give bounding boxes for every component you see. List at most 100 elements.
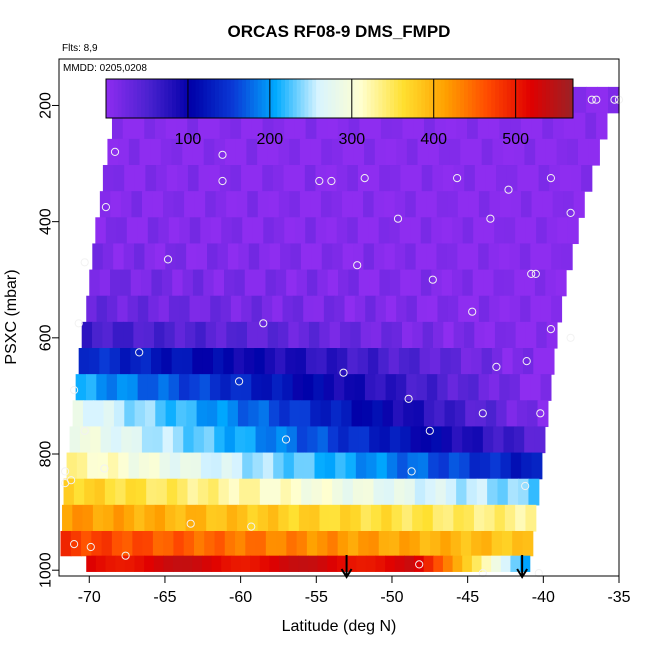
heatmap-cell xyxy=(306,530,318,557)
heatmap-cell xyxy=(378,217,390,245)
heatmap-cell xyxy=(251,374,263,401)
heatmap-cell xyxy=(465,400,477,428)
heatmap-cell xyxy=(363,243,375,271)
heatmap-cell xyxy=(126,217,138,245)
heatmap-cell xyxy=(419,530,431,557)
sample-point xyxy=(61,467,70,476)
heatmap-cell xyxy=(159,452,171,480)
heatmap-cell xyxy=(279,400,291,428)
heatmap-cell xyxy=(338,426,350,454)
heatmap-cell xyxy=(95,217,107,245)
heatmap-cell xyxy=(137,217,149,245)
heatmap-cell xyxy=(284,217,296,245)
heatmap-cell xyxy=(521,191,533,218)
heatmap-cell xyxy=(394,555,405,572)
colorbar-segment xyxy=(121,79,126,118)
heatmap-cell xyxy=(208,478,220,506)
heatmap-cell xyxy=(184,191,196,218)
heatmap-cell xyxy=(257,191,269,218)
heatmap-cell xyxy=(190,452,202,480)
heatmap-cell xyxy=(171,348,183,375)
heatmap-cell xyxy=(122,530,133,557)
heatmap-cell xyxy=(419,348,431,375)
heatmap-cell xyxy=(438,452,450,480)
colorbar-segment xyxy=(464,79,469,118)
heatmap-cell xyxy=(410,217,422,245)
colorbar-segment xyxy=(176,79,181,118)
heatmap-cell xyxy=(93,400,105,428)
heatmap-cell xyxy=(223,348,235,375)
colorbar-segment xyxy=(390,79,395,118)
heatmap-cell xyxy=(269,243,281,271)
heatmap-cell xyxy=(504,217,516,245)
heatmap-cell xyxy=(436,191,448,218)
heatmap-cell xyxy=(212,348,224,375)
colorbar-segment xyxy=(156,79,161,118)
heatmap-cell xyxy=(267,138,280,166)
colorbar-segment xyxy=(358,79,364,118)
heatmap-cell xyxy=(141,426,153,454)
heatmap-cell xyxy=(121,426,133,454)
heatmap-cell xyxy=(102,321,114,349)
heatmap-cell xyxy=(127,295,139,323)
heatmap-cell xyxy=(434,112,447,140)
heatmap-cell xyxy=(224,426,236,454)
colorbar-segment xyxy=(347,79,352,118)
heatmap-cell xyxy=(130,348,142,375)
heatmap-cell xyxy=(509,295,521,323)
heatmap-cell xyxy=(337,530,349,557)
heatmap-cell xyxy=(441,217,453,245)
heatmap-cell xyxy=(428,138,440,166)
heatmap-cell xyxy=(499,243,511,271)
heatmap-cell xyxy=(230,112,242,140)
heatmap-cell xyxy=(451,426,463,454)
heatmap-cell xyxy=(152,530,164,557)
heatmap-cell xyxy=(252,217,264,245)
heatmap-cell xyxy=(472,269,484,297)
heatmap-cell xyxy=(396,138,408,166)
heatmap-cell xyxy=(202,348,214,375)
heatmap-cell xyxy=(389,426,401,454)
heatmap-cell xyxy=(530,374,542,401)
heatmap-cell xyxy=(471,138,483,166)
heatmap-cell xyxy=(290,243,302,271)
sample-point xyxy=(522,357,531,366)
heatmap-cell xyxy=(553,112,565,140)
colorbar-segment xyxy=(152,79,158,118)
heatmap-cell xyxy=(95,555,107,572)
heatmap-cell xyxy=(177,165,189,192)
heatmap-cell xyxy=(66,452,78,480)
heatmap-cell xyxy=(158,217,170,245)
heatmap-cell xyxy=(522,530,534,557)
heatmap-cell xyxy=(130,269,142,297)
heatmap-cell xyxy=(252,452,264,480)
heatmap-cell xyxy=(251,112,264,140)
heatmap-cell xyxy=(530,295,542,323)
heatmap-cell xyxy=(92,504,104,532)
colorbar-segment xyxy=(331,79,337,118)
heatmap-cell xyxy=(303,295,315,323)
heatmap-cell xyxy=(175,400,187,428)
heatmap-cell xyxy=(192,269,204,297)
heatmap-cell xyxy=(449,138,461,166)
heatmap-cell xyxy=(385,374,397,401)
heatmap-cell xyxy=(316,348,328,375)
heatmap-cell xyxy=(294,112,307,140)
heatmap-cell xyxy=(278,504,290,532)
heatmap-cell xyxy=(358,269,370,297)
heatmap-cell xyxy=(100,426,112,454)
heatmap-cell xyxy=(241,165,253,192)
heatmap-cell xyxy=(481,138,493,166)
heatmap-cell xyxy=(211,555,222,572)
x-tick-label: -65 xyxy=(153,589,176,606)
colorbar-segment xyxy=(541,79,547,118)
heatmap-cell xyxy=(196,400,208,428)
colorbar-segment xyxy=(537,79,543,118)
heatmap-cell xyxy=(168,374,180,401)
heatmap-cell xyxy=(324,452,336,480)
heatmap-cell xyxy=(335,452,347,480)
heatmap-cell xyxy=(483,217,495,245)
heatmap-cell xyxy=(137,295,149,323)
heatmap-cell xyxy=(409,530,421,557)
heatmap-cell xyxy=(327,530,339,557)
